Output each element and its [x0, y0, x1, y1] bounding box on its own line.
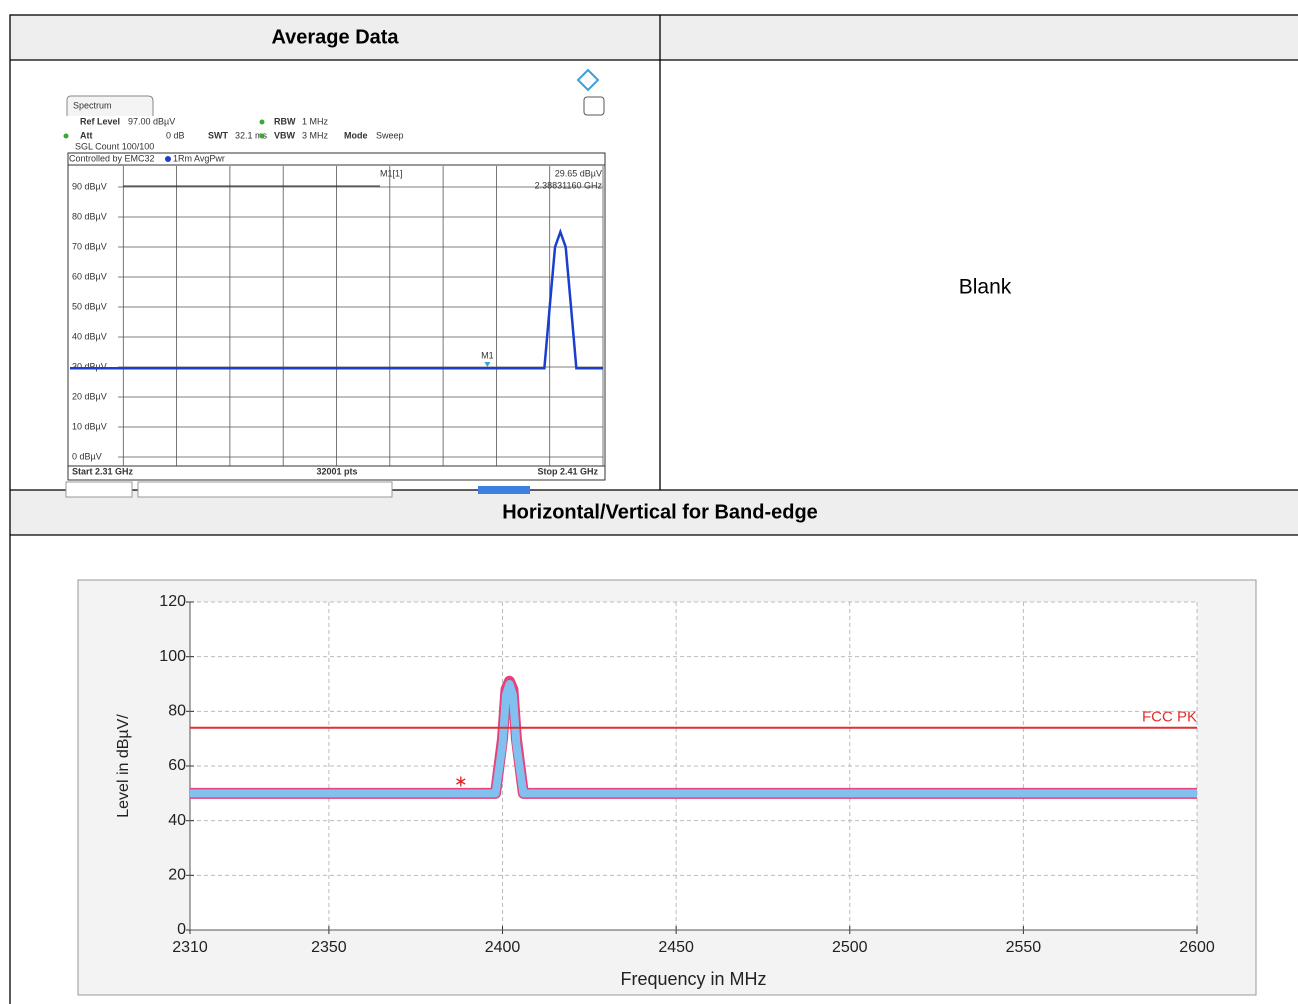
cell-title: Average Data — [271, 26, 399, 48]
marker-readout: 2.38831160 GHz — [535, 180, 603, 190]
status-dot — [259, 133, 265, 139]
plot-area — [190, 602, 1197, 930]
x-range: Start 2.31 GHz — [72, 466, 134, 476]
y-tick-label: 0 — [177, 921, 186, 938]
progress — [478, 486, 530, 494]
table-borders — [9, 14, 1298, 1004]
setting-text: SGL Count 100/100 — [75, 141, 154, 151]
y-tick-label: 10 dBµV — [72, 421, 107, 431]
x-range: 32001 pts — [316, 466, 357, 476]
y-axis-label: Level in dBµV/ — [115, 714, 132, 818]
y-tick-label: 50 dBµV — [72, 301, 107, 311]
trace-dot — [165, 156, 171, 162]
y-tick-label: 60 — [168, 757, 186, 774]
setting-text: Att — [80, 130, 93, 140]
tab — [66, 95, 154, 116]
y-tick-label: 70 dBµV — [72, 241, 107, 251]
y-tick-label: 20 — [168, 867, 186, 884]
x-tick-label: 2450 — [658, 939, 694, 956]
setting-text: Ref Level — [80, 116, 120, 126]
setting-text: 97.00 dBµV — [128, 116, 175, 126]
status-dot — [63, 133, 69, 139]
setting-text: 0 dB — [166, 130, 185, 140]
setting-text: Spectrum — [73, 100, 112, 110]
y-tick-label: 40 dBµV — [72, 331, 107, 341]
trace — [190, 680, 1197, 798]
setting-text: 3 MHz — [302, 130, 329, 140]
y-tick-label: 60 dBµV — [72, 271, 107, 281]
setting-text: 1 MHz — [302, 116, 329, 126]
cell-text: Blank — [959, 276, 1012, 299]
settings-panel — [66, 116, 606, 153]
marker-label: M1 — [481, 350, 494, 360]
x-tick-label: 2400 — [485, 939, 521, 956]
softkey — [137, 481, 393, 498]
marker-readout: 29.65 dBµV — [555, 168, 602, 178]
setting-text: VBW — [274, 130, 296, 140]
x-tick-label: 2500 — [832, 939, 868, 956]
x-tick-label: 2550 — [1006, 939, 1042, 956]
setting-text: RBW — [274, 116, 296, 126]
y-tick-label: 80 dBµV — [72, 211, 107, 221]
icon — [583, 96, 605, 116]
marker-readout: M1[1] — [380, 168, 403, 178]
status-dot — [259, 119, 265, 125]
softkey — [65, 481, 133, 498]
x-tick-label: 2600 — [1179, 939, 1215, 956]
y-tick-label: 80 — [168, 703, 186, 720]
y-tick-label: 40 — [168, 812, 186, 829]
setting-text: Mode — [344, 130, 368, 140]
y-tick-label: 20 dBµV — [72, 391, 107, 401]
setting-text: Sweep — [376, 130, 404, 140]
setting-text: Controlled by EMC32 — [69, 153, 155, 163]
logo — [576, 68, 600, 92]
peak-marker: ∗ — [454, 774, 467, 791]
y-tick-label: 100 — [159, 648, 186, 665]
limit-label: FCC PK — [1142, 709, 1197, 726]
x-range: Stop 2.41 GHz — [537, 466, 598, 476]
setting-text: 32.1 ms — [235, 130, 268, 140]
setting-text: SWT — [208, 130, 228, 140]
cell-title: Horizontal/Vertical for Band-edge — [502, 501, 818, 523]
y-tick-label: 90 dBµV — [72, 181, 107, 191]
marker — [484, 362, 491, 368]
trace — [70, 228, 603, 370]
x-axis-label: Frequency in MHz — [620, 969, 766, 989]
x-tick-label: 2350 — [311, 939, 347, 956]
y-tick-label: 30 dBµV — [72, 361, 107, 371]
y-tick-label: 120 — [159, 593, 186, 610]
header-cell — [10, 15, 1298, 60]
setting-text: 1Rm AvgPwr — [173, 153, 225, 163]
x-tick-label: 2310 — [172, 939, 208, 956]
y-tick-label: 0 dBµV — [72, 451, 102, 461]
